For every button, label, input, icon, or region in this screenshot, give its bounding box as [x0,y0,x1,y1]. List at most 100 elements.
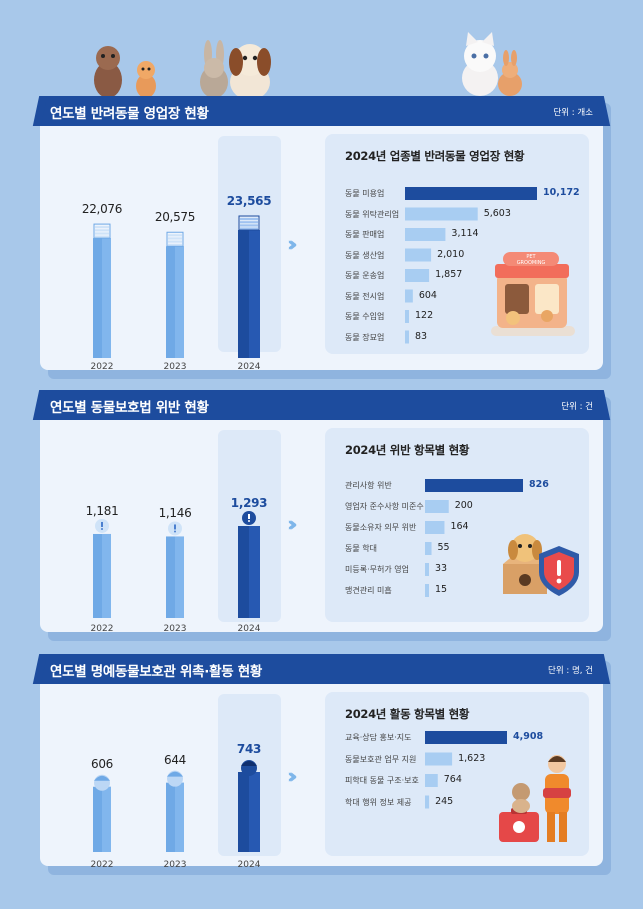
breakdown-category-label: 학대 행위 정보 제공 [345,797,412,807]
year-bar-shade [102,786,111,852]
year-value-label: 23,565 [226,194,272,208]
breakdown-bar [405,289,413,303]
year-label: 2023 [163,624,187,634]
breakdown-bar [425,479,523,492]
breakdown-panel: 2024년 업종별 반려동물 영업장 현황 동물 미용업 10,172 동물 위탁관… [325,134,589,354]
breakdown-category-label: 동물 운송업 [345,271,385,280]
breakdown-value-label: 764 [443,774,462,785]
year-value-label: 743 [236,742,262,756]
breakdown-value-label: 122 [415,310,434,321]
bar-cap-icon [241,760,257,776]
section-title: 연도별 명예동물보호관 위촉·활동 현황 [50,664,262,680]
breakdown-category-label: 동물보호관 업무 지원 [345,754,417,764]
bar-cap-icon [94,774,110,791]
bar-cap-icon [95,518,109,533]
breakdown-bar [425,731,507,744]
year-value-label: 644 [163,752,186,767]
section-header: 연도별 명예동물보호관 위촉·활동 현황 단위 : 명, 건 [40,654,603,684]
breakdown-value-label: 245 [435,795,454,807]
breakdown-bar [405,187,537,200]
year-bar-shade [175,536,184,618]
bar-cap-icon [168,521,182,536]
breakdown-value-label: 33 [435,563,448,574]
breakdown-title: 2024년 위반 항목별 현황 [345,443,470,457]
year-label: 2024 [237,624,261,634]
breakdown-title: 2024년 업종별 반려동물 영업장 현황 [345,149,525,163]
year-label: 2024 [237,362,261,372]
section-business: 연도별 반려동물 영업장 현황 단위 : 개소 22,076 2022 20,575… [40,96,603,372]
breakdown-bar [425,584,429,597]
breakdown-category-label: 동물 수입업 [345,312,385,321]
breakdown-category-label: 동물 위탁관리업 [345,209,400,219]
breakdown-category-label: 관리사항 위반 [345,481,392,490]
unit-label: 단위 : 개소 [553,108,593,118]
puppy-warning-illustration [503,534,579,596]
year-bar-shade [102,533,111,618]
section-title: 연도별 반려동물 영업장 현황 [50,106,209,122]
year-label: 2022 [90,860,114,870]
year-value-label: 20,575 [154,210,196,225]
shop-sign-text-2: GROOMING [517,260,546,266]
bar-cap-icon [166,231,184,247]
breakdown-bar-chart [425,479,523,597]
shop-sign-text: PET [526,254,536,260]
year-bar-shade [249,526,260,618]
year-bar-shade [175,782,184,852]
breakdown-value-label: 55 [437,542,450,553]
breakdown-value-label: 83 [415,330,428,342]
breakdown-category-label: 맹견관리 미흡 [345,586,392,595]
yearly-bar-chart [93,760,260,852]
breakdown-value-label: 826 [529,479,549,490]
section-honorary-officer: 연도별 명예동물보호관 위촉·활동 현황 단위 : 명, 건 606 2022 64… [40,654,603,870]
section-body: 22,076 2022 20,575 2023 23,565 2024 ››› 2024년… [40,126,603,372]
unit-label: 단위 : 건 [561,402,593,412]
bar-cap-icon [93,223,111,239]
yearly-bar-chart [93,215,260,358]
breakdown-category-label: 미등록·무허가 영업 [345,565,409,574]
breakdown-category-label: 피학대 동물 구조·보호 [345,776,419,785]
breakdown-value-label: 604 [418,289,437,301]
year-bar-shade [249,772,260,852]
breakdown-bar [405,228,446,241]
breakdown-category-label: 동물 장묘업 [345,332,385,342]
year-bar-shade [102,238,111,358]
breakdown-value-label: 1,857 [435,269,463,280]
breakdown-category-label: 동물소유자 의무 위반 [345,523,417,532]
section-title: 연도별 동물보호법 위반 현황 [50,400,209,416]
breakdown-value-label: 10,172 [543,187,580,198]
section-violation: 연도별 동물보호법 위반 현황 단위 : 건 1,181 2022 1,146 202… [40,390,603,634]
breakdown-bar-chart [425,731,507,809]
year-label: 2022 [90,624,114,634]
breakdown-bar [425,500,449,513]
breakdown-bar [425,795,430,809]
breakdown-value-label: 200 [454,500,473,511]
year-bar-shade [175,246,184,358]
breakdown-bar-chart [405,187,537,344]
section-header: 연도별 동물보호법 위반 현황 단위 : 건 [40,390,603,420]
breakdown-bar [405,207,478,221]
rescuer-with-dog-illustration [499,755,571,842]
breakdown-category-label: 동물 전시업 [345,291,385,301]
animals-right-illustration [462,32,522,96]
breakdown-value-label: 15 [435,584,448,595]
breakdown-category-label: 동물 미용업 [345,189,385,198]
year-value-label: 1,146 [158,506,192,521]
breakdown-bar [425,774,438,787]
breakdown-panel: 2024년 위반 항목별 현황 관리사항 위반 826 영업자 준수사항 미준수 20… [325,428,589,622]
year-value-label: 1,293 [230,496,268,510]
breakdown-category-label: 동물 생산업 [345,250,385,260]
yearly-bar-chart [93,511,260,618]
breakdown-category-label: 교육·상담 홍보·지도 [345,733,412,742]
year-value-label: 22,076 [81,202,123,217]
breakdown-value-label: 1,623 [458,752,486,764]
arrow-icon: ››› [287,764,297,788]
year-label: 2023 [163,362,187,372]
breakdown-value-label: 4,908 [513,731,544,742]
breakdown-bar [405,310,409,323]
breakdown-bar [405,330,409,344]
year-value-label: 606 [90,756,113,771]
pet-grooming-shop-illustration: PET GROOMING [491,252,575,336]
animals-left-illustration [94,40,271,100]
year-label: 2023 [163,860,187,870]
breakdown-title: 2024년 활동 항목별 현황 [345,707,470,721]
